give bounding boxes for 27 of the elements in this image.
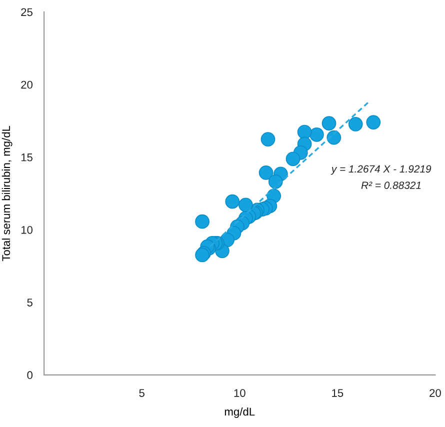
- y-tick-label: 20: [21, 80, 33, 89]
- point: [268, 174, 283, 189]
- point: [286, 152, 300, 166]
- y-tick-label: 25: [21, 8, 32, 16]
- point: [195, 214, 210, 229]
- point: [225, 194, 240, 209]
- point: [260, 132, 276, 146]
- annotation: y = 1.2674 X - 1.9219: [330, 165, 432, 175]
- point: [258, 165, 274, 180]
- y-tick-label: 0: [27, 371, 33, 380]
- point: [348, 116, 363, 132]
- point: [238, 198, 253, 212]
- point: [366, 115, 381, 130]
- annotation: R² = 0.88321: [361, 182, 421, 189]
- x-tick-label: 10: [234, 389, 246, 397]
- x-tick-label: 5: [139, 389, 144, 397]
- point: [297, 124, 312, 140]
- point: [322, 116, 336, 130]
- y-tick-label: 5: [27, 298, 32, 306]
- y-tick-label: 10: [21, 226, 33, 234]
- x-tick-label: 15: [332, 389, 344, 397]
- x-tick-label: 20: [430, 389, 441, 397]
- x-axis-title: mg/dL: [224, 407, 255, 418]
- point: [326, 130, 342, 145]
- y-axis-title: Total serum bilirubin, mg/dL: [2, 126, 12, 262]
- point: [310, 127, 324, 142]
- y-tick-label: 15: [21, 154, 32, 162]
